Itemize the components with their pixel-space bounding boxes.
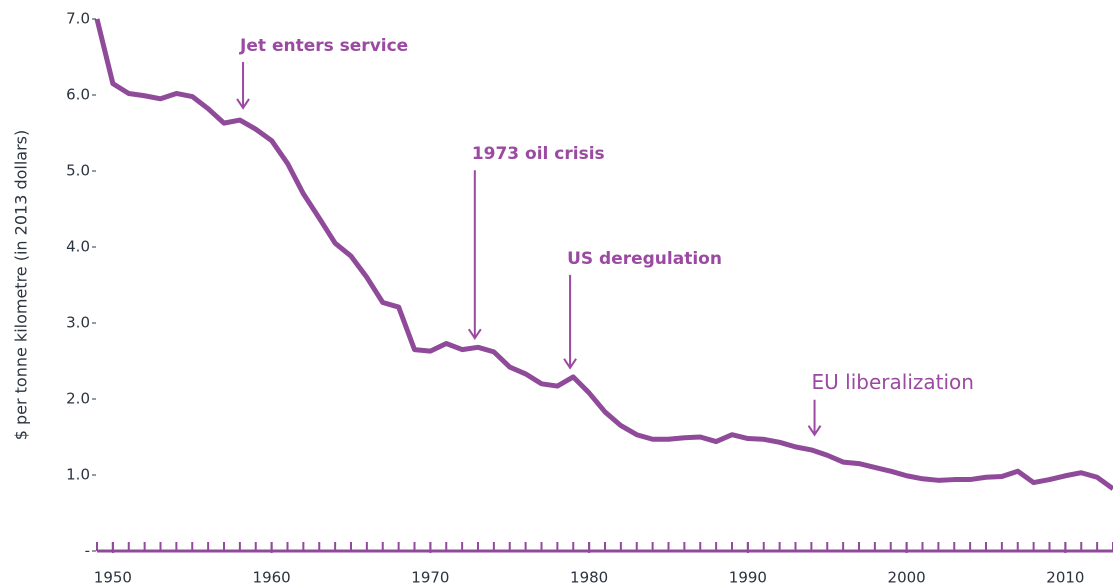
y-tick-label: 5.0 [66, 162, 90, 180]
y-tick-label: 4.0 [66, 238, 90, 256]
arrow-head [563, 358, 577, 370]
x-tick-label: 1980 [570, 569, 608, 587]
x-tick-label: 2000 [888, 569, 926, 587]
y-axis-label: $ per tonne kilometre (in 2013 dollars) [12, 130, 31, 441]
arrow-head [236, 98, 250, 110]
x-tick-label: 1960 [253, 569, 291, 587]
annotation-label: US deregulation [567, 249, 722, 269]
y-tick-label: 1.0 [66, 466, 90, 484]
x-tick-label: 2010 [1046, 569, 1084, 587]
annotation-label: Jet enters service [239, 36, 408, 56]
arrow-head [467, 328, 482, 341]
annotation-label: 1973 oil crisis [472, 144, 605, 164]
x-tick-label: 1970 [411, 569, 449, 587]
y-tick-label: 3.0 [66, 314, 90, 332]
y-tick-label: - [85, 542, 90, 560]
y-tick-label: 7.0 [66, 10, 90, 28]
x-tick-label: 1950 [94, 569, 132, 587]
line [94, 18, 1113, 491]
annotation-label: EU liberalization [812, 370, 974, 394]
arrow-head [807, 425, 822, 437]
y-tick-label: 6.0 [66, 86, 90, 104]
y-tick-label: 2.0 [66, 390, 90, 408]
x-tick-label: 1990 [729, 569, 767, 587]
